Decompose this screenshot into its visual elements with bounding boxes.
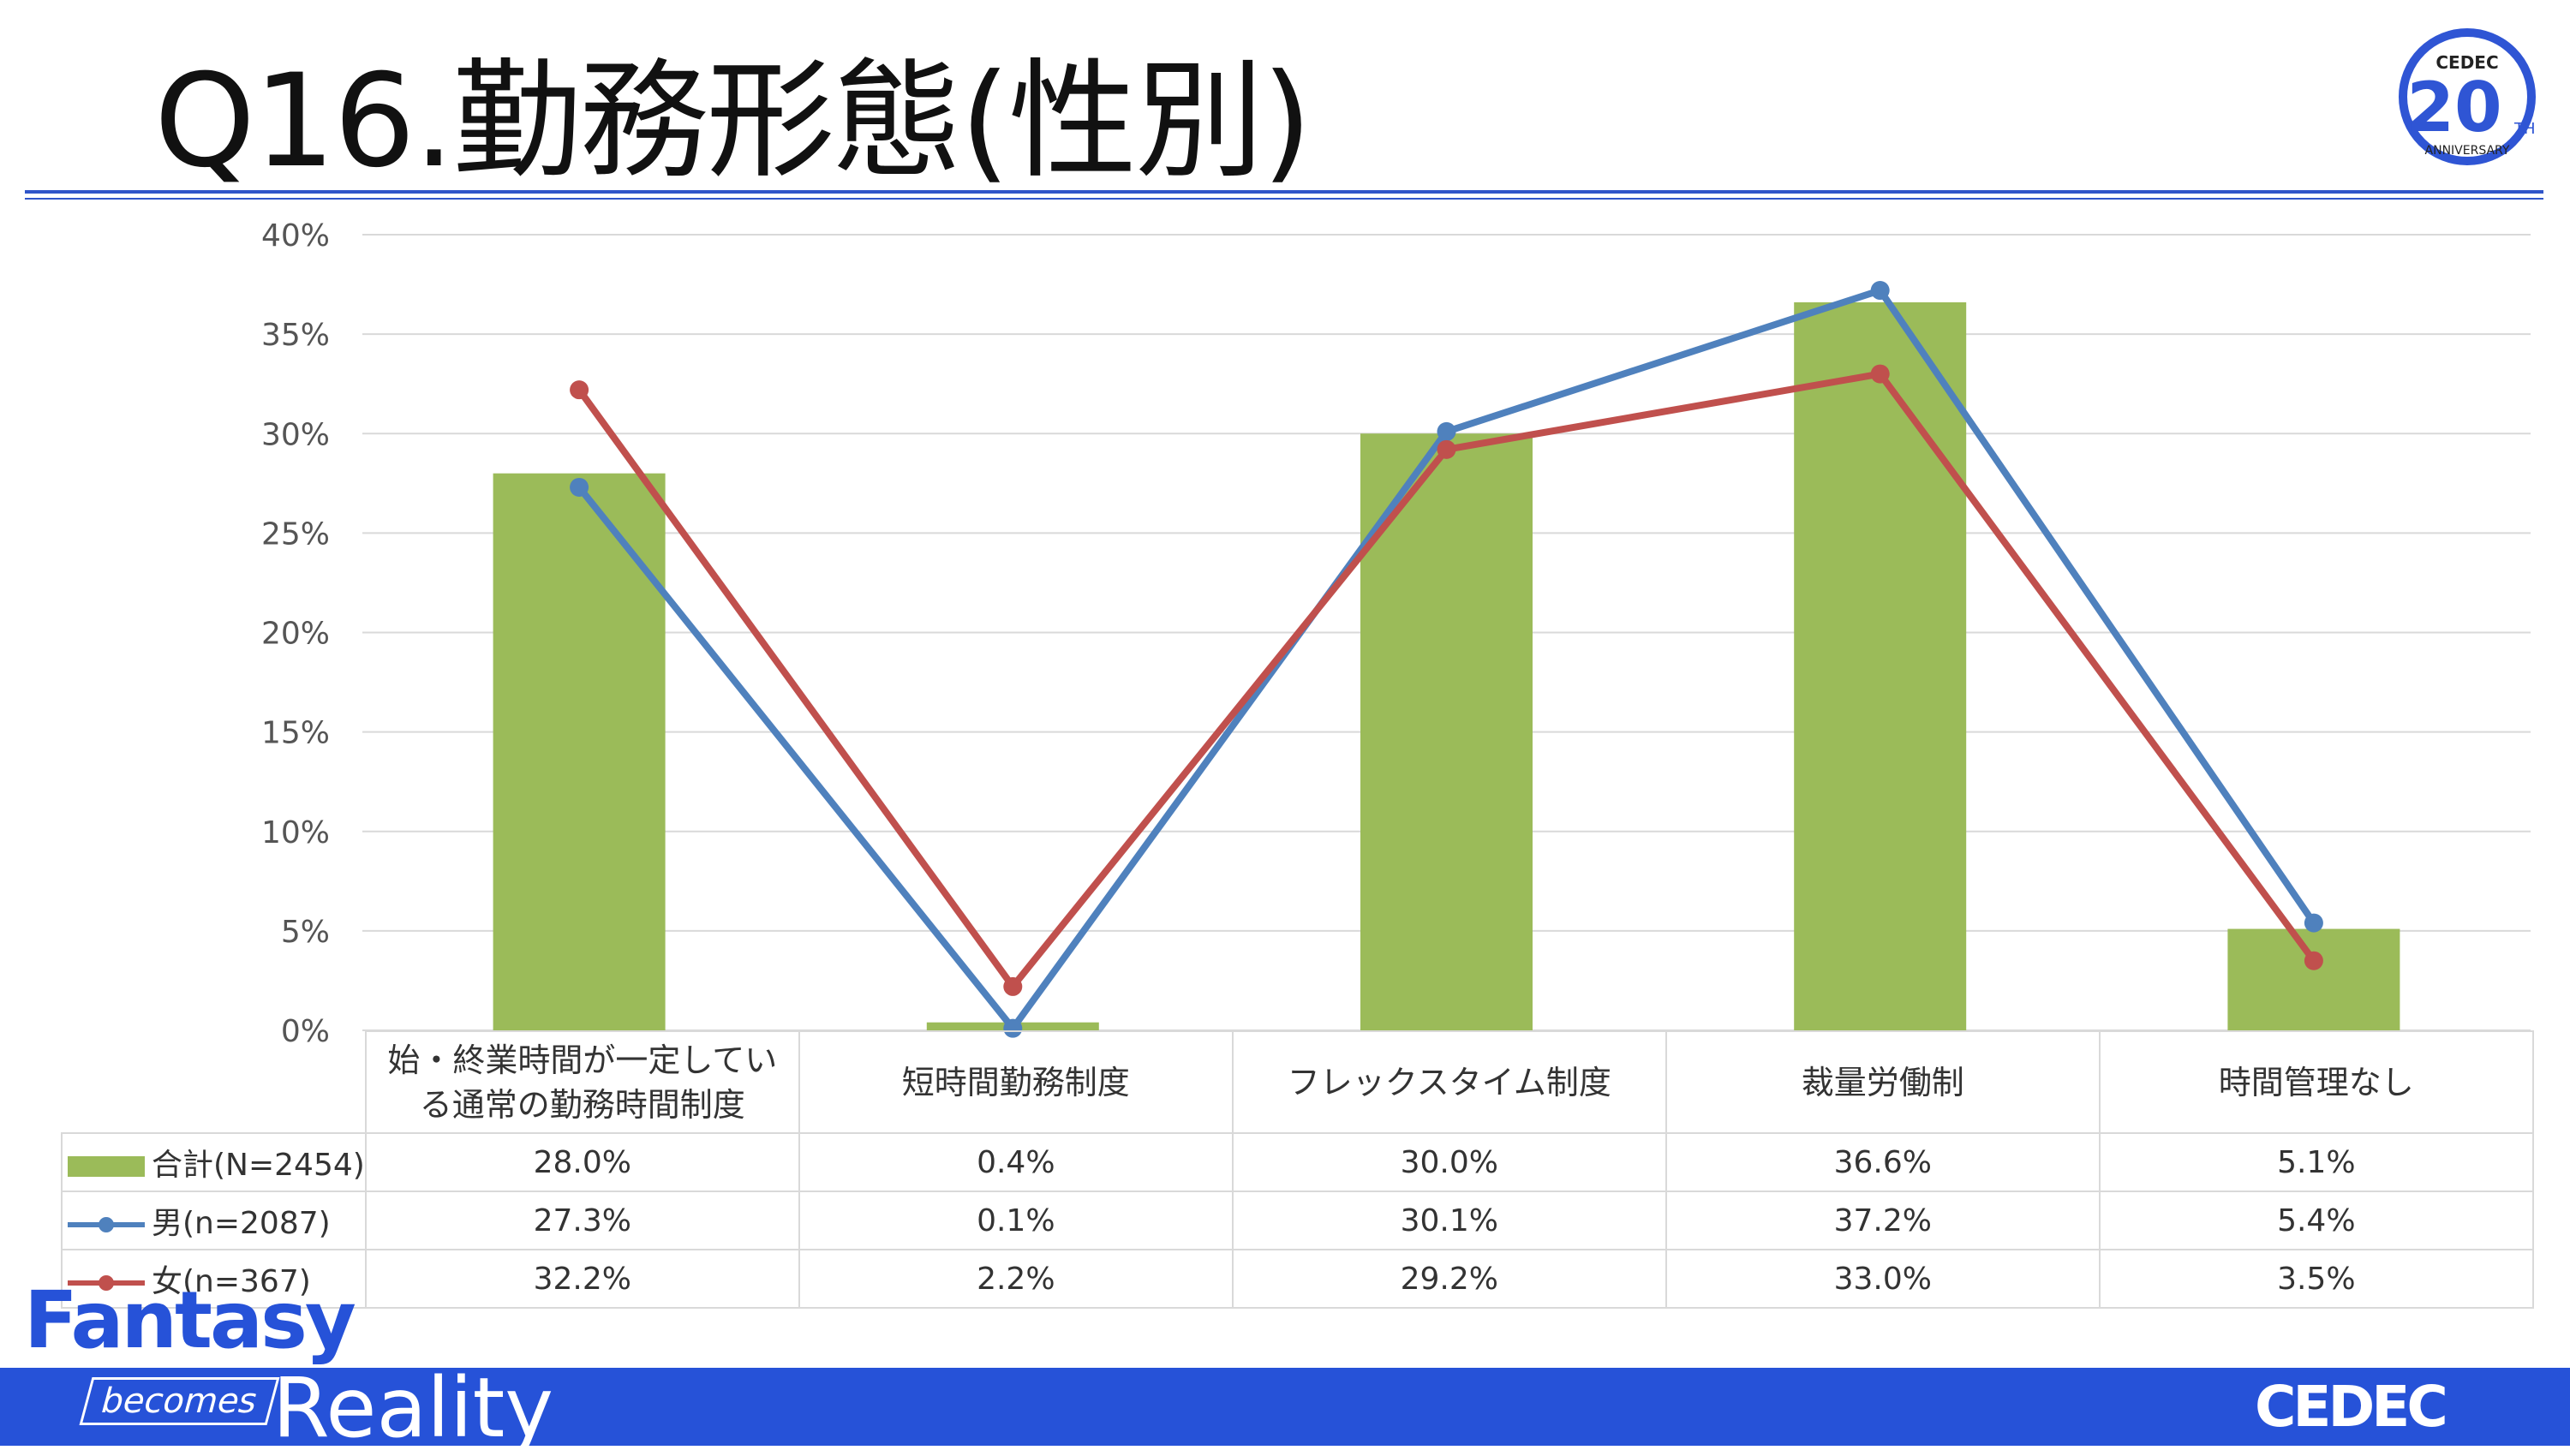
category-header: フレックスタイム制度 <box>1231 1030 1667 1134</box>
y-tick-label: 10% <box>261 815 330 850</box>
footer-fantasy-text: Fantasy <box>24 1274 356 1366</box>
point-female <box>2304 951 2323 970</box>
title-divider-thin <box>25 198 2543 200</box>
bar-total <box>2227 928 2400 1030</box>
title-divider <box>25 190 2543 194</box>
point-male <box>1870 281 1890 301</box>
data-label: 32.2% <box>364 1249 800 1309</box>
svg-text:TH: TH <box>2513 120 2536 138</box>
svg-text:ANNIVERSARY: ANNIVERSARY <box>2425 144 2510 158</box>
y-tick-label: 25% <box>261 516 330 552</box>
point-female <box>1437 439 1456 459</box>
data-label: 28.0% <box>364 1132 800 1192</box>
bar-total <box>1794 301 1967 1031</box>
footer-cedec-logo: CEDEC <box>2255 1374 2448 1440</box>
data-label: 2.2% <box>798 1249 1234 1309</box>
point-female <box>1003 976 1023 996</box>
point-male <box>1437 421 1456 441</box>
category-header: 始・終業時間が一定してい る通常の勤務時間制度 <box>364 1030 800 1134</box>
category-header: 裁量労働制 <box>1665 1030 2101 1134</box>
data-label: 30.0% <box>1231 1132 1667 1192</box>
point-male <box>2304 913 2323 933</box>
category-header: 時間管理なし <box>2098 1030 2534 1134</box>
y-tick-label: 5% <box>281 915 330 950</box>
data-label: 3.5% <box>2098 1249 2534 1309</box>
data-label: 30.1% <box>1231 1190 1667 1250</box>
point-female <box>1870 364 1890 384</box>
data-label: 29.2% <box>1231 1249 1667 1309</box>
svg-text:20: 20 <box>2406 68 2501 147</box>
legend-male: 男(n=2087) <box>61 1190 367 1250</box>
y-tick-label: 20% <box>261 617 330 652</box>
category-header: 短時間勤務制度 <box>798 1030 1234 1134</box>
point-male <box>570 477 589 497</box>
y-tick-label: 15% <box>261 716 330 751</box>
data-label: 0.4% <box>798 1132 1234 1192</box>
data-label: 5.4% <box>2098 1190 2534 1250</box>
data-label: 33.0% <box>1665 1249 2101 1309</box>
cedec-20th-anniversary-logo: CEDEC 20 TH ANNIVERSARY <box>2399 28 2536 165</box>
data-label: 37.2% <box>1665 1190 2101 1250</box>
data-label: 0.1% <box>798 1190 1234 1250</box>
bar-total <box>1360 433 1533 1030</box>
table-row-female: 女(n=367) 32.2% 2.2% 29.2% 33.0% 3.5% <box>61 1249 2534 1309</box>
data-label: 36.6% <box>1665 1132 2101 1192</box>
footer-band <box>0 1368 2570 1446</box>
y-tick-label: 40% <box>261 218 330 254</box>
bar-total <box>493 473 666 1030</box>
point-female <box>570 380 589 400</box>
footer-becomes-text: becomes <box>79 1377 280 1425</box>
table-row-total: 合計(N=2454) 28.0% 0.4% 30.0% 36.6% 5.1% <box>61 1132 2534 1192</box>
svg-text:CEDEC: CEDEC <box>2436 52 2498 73</box>
bar-legend-icon <box>68 1156 145 1177</box>
table-row-male: 男(n=2087) 27.3% 0.1% 30.1% 37.2% 5.4% <box>61 1190 2534 1250</box>
y-tick-label: 30% <box>261 417 330 452</box>
data-table: 始・終業時間が一定してい る通常の勤務時間制度 短時間勤務制度 フレックスタイム制… <box>61 1030 2534 1309</box>
data-label: 27.3% <box>364 1190 800 1250</box>
y-tick-label: 35% <box>261 318 330 353</box>
footer-reality-text: Reality <box>272 1360 554 1456</box>
line-legend-icon <box>68 1217 145 1232</box>
legend-female: 女(n=367) <box>61 1249 367 1309</box>
page-title: Q16.勤務形態(性別) <box>154 47 1312 196</box>
data-label: 5.1% <box>2098 1132 2534 1192</box>
legend-total: 合計(N=2454) <box>61 1132 367 1192</box>
line-legend-icon <box>68 1275 145 1291</box>
